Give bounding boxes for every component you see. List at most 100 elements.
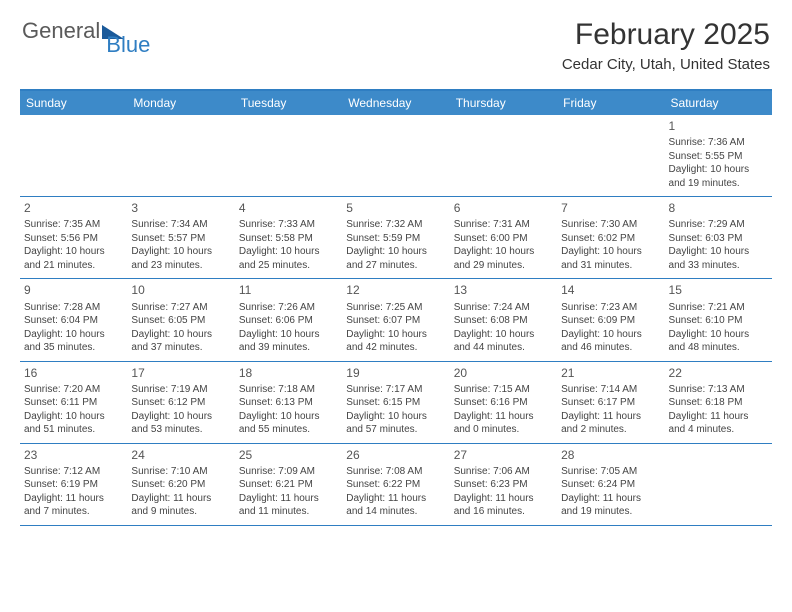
daylight-line-2: and 0 minutes.	[454, 423, 553, 437]
sunrise-line: Sunrise: 7:31 AM	[454, 218, 553, 232]
daylight-line-2: and 51 minutes.	[24, 423, 123, 437]
daylight-line-2: and 39 minutes.	[239, 341, 338, 355]
day-number: 28	[561, 447, 660, 463]
sunset-line: Sunset: 5:55 PM	[669, 150, 768, 164]
daylight-line-2: and 7 minutes.	[24, 505, 123, 519]
day-number: 18	[239, 365, 338, 381]
sunrise-line: Sunrise: 7:32 AM	[346, 218, 445, 232]
day-number: 23	[24, 447, 123, 463]
day-cell: 20Sunrise: 7:15 AMSunset: 6:16 PMDayligh…	[450, 362, 557, 443]
sunset-line: Sunset: 6:19 PM	[24, 478, 123, 492]
day-cell: 17Sunrise: 7:19 AMSunset: 6:12 PMDayligh…	[127, 362, 234, 443]
daylight-line-1: Daylight: 10 hours	[239, 328, 338, 342]
daylight-line-2: and 23 minutes.	[131, 259, 230, 273]
sunset-line: Sunset: 6:09 PM	[561, 314, 660, 328]
sunset-line: Sunset: 6:02 PM	[561, 232, 660, 246]
daylight-line-1: Daylight: 11 hours	[24, 492, 123, 506]
week-row: 16Sunrise: 7:20 AMSunset: 6:11 PMDayligh…	[20, 362, 772, 444]
day-cell: 10Sunrise: 7:27 AMSunset: 6:05 PMDayligh…	[127, 279, 234, 360]
weekday-header: Tuesday	[235, 91, 342, 115]
sunrise-line: Sunrise: 7:36 AM	[669, 136, 768, 150]
calendar: SundayMondayTuesdayWednesdayThursdayFrid…	[20, 89, 772, 526]
day-cell: 25Sunrise: 7:09 AMSunset: 6:21 PMDayligh…	[235, 444, 342, 525]
day-cell	[557, 115, 664, 196]
header: General Blue February 2025 Cedar City, U…	[0, 0, 792, 79]
sunrise-line: Sunrise: 7:10 AM	[131, 465, 230, 479]
sunrise-line: Sunrise: 7:19 AM	[131, 383, 230, 397]
day-number: 10	[131, 282, 230, 298]
sunrise-line: Sunrise: 7:17 AM	[346, 383, 445, 397]
sunrise-line: Sunrise: 7:34 AM	[131, 218, 230, 232]
day-number: 26	[346, 447, 445, 463]
sunset-line: Sunset: 6:06 PM	[239, 314, 338, 328]
day-number: 16	[24, 365, 123, 381]
day-number: 4	[239, 200, 338, 216]
day-cell: 18Sunrise: 7:18 AMSunset: 6:13 PMDayligh…	[235, 362, 342, 443]
day-cell	[342, 115, 449, 196]
daylight-line-1: Daylight: 10 hours	[24, 410, 123, 424]
day-cell: 26Sunrise: 7:08 AMSunset: 6:22 PMDayligh…	[342, 444, 449, 525]
daylight-line-2: and 33 minutes.	[669, 259, 768, 273]
day-cell: 3Sunrise: 7:34 AMSunset: 5:57 PMDaylight…	[127, 197, 234, 278]
sunrise-line: Sunrise: 7:14 AM	[561, 383, 660, 397]
day-cell: 23Sunrise: 7:12 AMSunset: 6:19 PMDayligh…	[20, 444, 127, 525]
sunset-line: Sunset: 6:07 PM	[346, 314, 445, 328]
sunset-line: Sunset: 6:13 PM	[239, 396, 338, 410]
weekday-header: Friday	[557, 91, 664, 115]
daylight-line-2: and 4 minutes.	[669, 423, 768, 437]
sunrise-line: Sunrise: 7:13 AM	[669, 383, 768, 397]
daylight-line-2: and 2 minutes.	[561, 423, 660, 437]
sunrise-line: Sunrise: 7:24 AM	[454, 301, 553, 315]
daylight-line-1: Daylight: 10 hours	[346, 410, 445, 424]
sunrise-line: Sunrise: 7:30 AM	[561, 218, 660, 232]
sunset-line: Sunset: 6:17 PM	[561, 396, 660, 410]
sunset-line: Sunset: 6:23 PM	[454, 478, 553, 492]
sunset-line: Sunset: 6:24 PM	[561, 478, 660, 492]
sunset-line: Sunset: 6:21 PM	[239, 478, 338, 492]
day-number: 25	[239, 447, 338, 463]
day-cell: 21Sunrise: 7:14 AMSunset: 6:17 PMDayligh…	[557, 362, 664, 443]
sunset-line: Sunset: 6:12 PM	[131, 396, 230, 410]
daylight-line-1: Daylight: 10 hours	[454, 245, 553, 259]
weekday-header: Wednesday	[342, 91, 449, 115]
daylight-line-1: Daylight: 10 hours	[561, 245, 660, 259]
sunrise-line: Sunrise: 7:25 AM	[346, 301, 445, 315]
day-number: 9	[24, 282, 123, 298]
day-number: 13	[454, 282, 553, 298]
daylight-line-2: and 42 minutes.	[346, 341, 445, 355]
sunrise-line: Sunrise: 7:33 AM	[239, 218, 338, 232]
logo-text-blue: Blue	[106, 32, 150, 58]
day-cell: 28Sunrise: 7:05 AMSunset: 6:24 PMDayligh…	[557, 444, 664, 525]
daylight-line-1: Daylight: 10 hours	[346, 328, 445, 342]
daylight-line-1: Daylight: 10 hours	[131, 245, 230, 259]
daylight-line-2: and 16 minutes.	[454, 505, 553, 519]
day-cell: 7 Sunrise: 7:30 AMSunset: 6:02 PMDaylight…	[557, 197, 664, 278]
daylight-line-1: Daylight: 11 hours	[131, 492, 230, 506]
sunset-line: Sunset: 5:56 PM	[24, 232, 123, 246]
day-number: 22	[669, 365, 768, 381]
sunrise-line: Sunrise: 7:29 AM	[669, 218, 768, 232]
sunrise-line: Sunrise: 7:15 AM	[454, 383, 553, 397]
logo-text-general: General	[22, 18, 100, 44]
daylight-line-1: Daylight: 11 hours	[669, 410, 768, 424]
day-cell: 1Sunrise: 7:36 AMSunset: 5:55 PMDaylight…	[665, 115, 772, 196]
day-number: 2	[24, 200, 123, 216]
sunrise-line: Sunrise: 7:06 AM	[454, 465, 553, 479]
daylight-line-2: and 46 minutes.	[561, 341, 660, 355]
daylight-line-1: Daylight: 10 hours	[239, 410, 338, 424]
day-number: 7	[561, 200, 660, 216]
week-row: 1Sunrise: 7:36 AMSunset: 5:55 PMDaylight…	[20, 115, 772, 197]
day-cell: 9Sunrise: 7:28 AMSunset: 6:04 PMDaylight…	[20, 279, 127, 360]
title-block: February 2025 Cedar City, Utah, United S…	[562, 18, 770, 73]
day-cell: 22Sunrise: 7:13 AMSunset: 6:18 PMDayligh…	[665, 362, 772, 443]
sunrise-line: Sunrise: 7:20 AM	[24, 383, 123, 397]
day-cell: 12Sunrise: 7:25 AMSunset: 6:07 PMDayligh…	[342, 279, 449, 360]
day-number: 27	[454, 447, 553, 463]
daylight-line-2: and 44 minutes.	[454, 341, 553, 355]
daylight-line-1: Daylight: 10 hours	[346, 245, 445, 259]
daylight-line-1: Daylight: 10 hours	[669, 163, 768, 177]
daylight-line-2: and 9 minutes.	[131, 505, 230, 519]
day-number: 21	[561, 365, 660, 381]
sunset-line: Sunset: 6:11 PM	[24, 396, 123, 410]
day-cell: 8Sunrise: 7:29 AMSunset: 6:03 PMDaylight…	[665, 197, 772, 278]
